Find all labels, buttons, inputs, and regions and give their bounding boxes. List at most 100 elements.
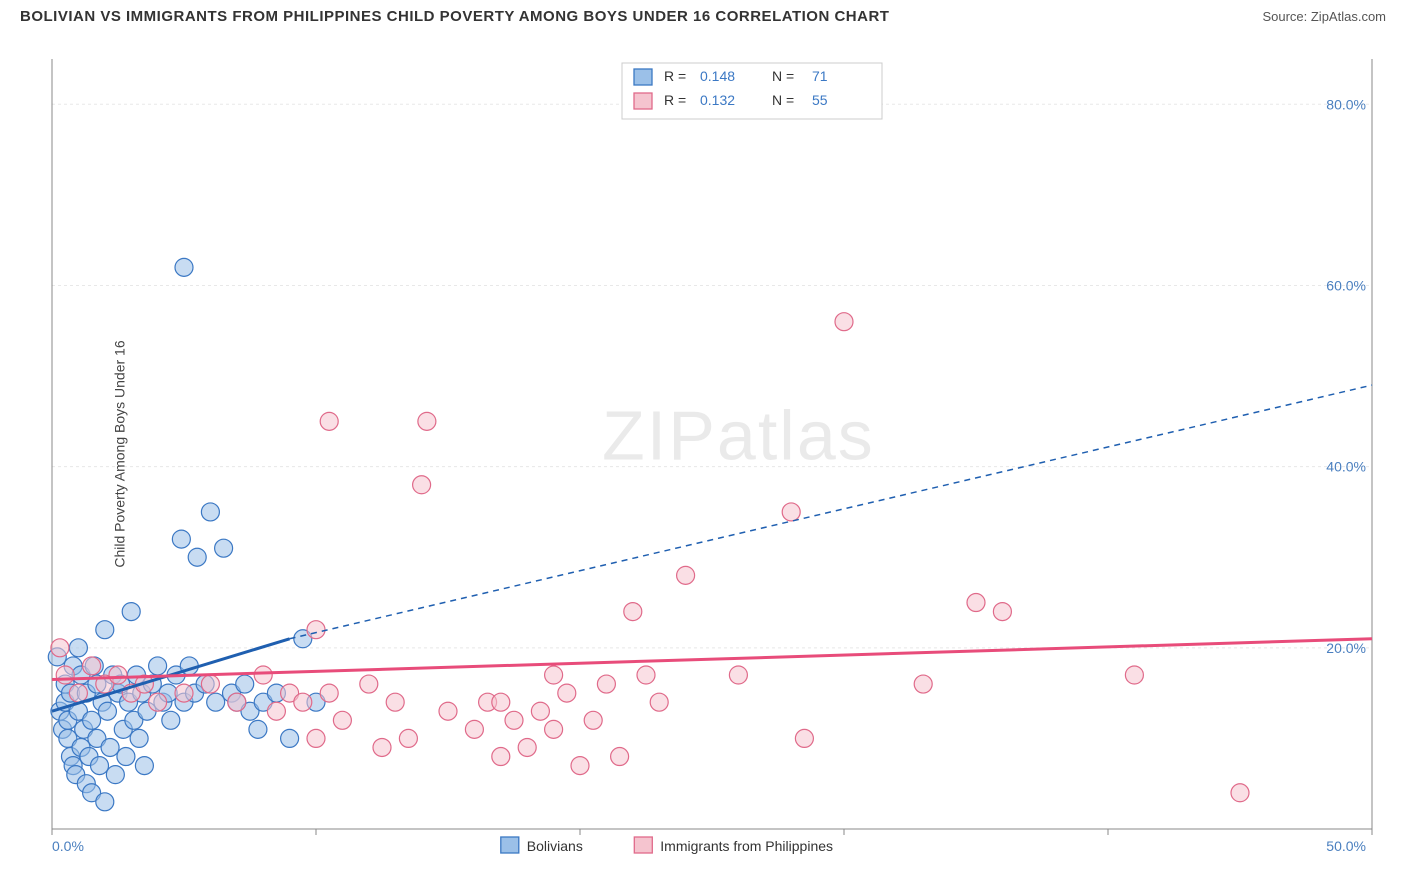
legend-swatch xyxy=(634,93,652,109)
data-point xyxy=(439,702,457,720)
y-tick-label: 80.0% xyxy=(1326,96,1366,112)
legend-n-label: N = xyxy=(772,92,794,108)
legend-swatch xyxy=(634,69,652,85)
data-point xyxy=(101,738,119,756)
data-point xyxy=(106,766,124,784)
watermark: ZIPatlas xyxy=(602,396,875,474)
data-point xyxy=(215,539,233,557)
chart-container: Child Poverty Among Boys Under 16 20.0% 4… xyxy=(0,29,1406,879)
data-point xyxy=(465,720,483,738)
data-point xyxy=(650,693,668,711)
data-point xyxy=(320,684,338,702)
data-point xyxy=(729,666,747,684)
y-tick-label: 40.0% xyxy=(1326,459,1366,475)
data-point xyxy=(83,657,101,675)
data-point xyxy=(386,693,404,711)
x-tick-label: 0.0% xyxy=(52,838,84,854)
data-point xyxy=(175,258,193,276)
data-point xyxy=(531,702,549,720)
data-point xyxy=(624,603,642,621)
y-tick-label: 60.0% xyxy=(1326,277,1366,293)
data-point xyxy=(207,693,225,711)
data-point xyxy=(518,738,536,756)
data-point xyxy=(267,702,285,720)
data-point xyxy=(795,729,813,747)
data-point xyxy=(418,412,436,430)
chart-title: BOLIVIAN VS IMMIGRANTS FROM PHILIPPINES … xyxy=(20,8,889,25)
data-point xyxy=(637,666,655,684)
legend-r-value: 0.148 xyxy=(700,68,735,84)
legend-series-label: Bolivians xyxy=(527,838,583,854)
data-point xyxy=(236,675,254,693)
data-point xyxy=(782,503,800,521)
legend-swatch xyxy=(634,837,652,853)
data-point xyxy=(558,684,576,702)
data-point xyxy=(597,675,615,693)
legend-n-label: N = xyxy=(772,68,794,84)
data-point xyxy=(584,711,602,729)
data-point xyxy=(492,748,510,766)
y-tick-label: 20.0% xyxy=(1326,640,1366,656)
data-point xyxy=(413,476,431,494)
data-point xyxy=(281,729,299,747)
y-axis-label: Child Poverty Among Boys Under 16 xyxy=(112,340,128,567)
data-point xyxy=(175,684,193,702)
data-point xyxy=(307,621,325,639)
data-point xyxy=(51,639,69,657)
data-point xyxy=(611,748,629,766)
data-point xyxy=(135,757,153,775)
data-point xyxy=(835,313,853,331)
data-point xyxy=(571,757,589,775)
data-point xyxy=(307,729,325,747)
data-point xyxy=(492,693,510,711)
data-point xyxy=(914,675,932,693)
legend-r-label: R = xyxy=(664,92,686,108)
legend-r-label: R = xyxy=(664,68,686,84)
data-point xyxy=(96,621,114,639)
data-point xyxy=(1231,784,1249,802)
data-point xyxy=(162,711,180,729)
data-point xyxy=(249,720,267,738)
scatter-chart: 20.0% 40.0% 60.0% 80.0% 0.0% 50.0% ZIPatlas R =… xyxy=(0,29,1406,869)
data-point xyxy=(545,666,563,684)
data-point xyxy=(294,693,312,711)
data-point xyxy=(320,412,338,430)
data-point xyxy=(677,566,695,584)
data-point xyxy=(109,666,127,684)
data-point xyxy=(69,639,87,657)
data-point xyxy=(122,603,140,621)
legend-r-value: 0.132 xyxy=(700,92,735,108)
data-point xyxy=(333,711,351,729)
data-point xyxy=(83,711,101,729)
data-point xyxy=(130,729,148,747)
legend-series-label: Immigrants from Philippines xyxy=(660,838,833,854)
data-point xyxy=(967,594,985,612)
trend-line xyxy=(52,639,1372,680)
data-point xyxy=(254,666,272,684)
data-point xyxy=(96,793,114,811)
source-attribution: Source: ZipAtlas.com xyxy=(1262,9,1386,24)
title-bar: BOLIVIAN VS IMMIGRANTS FROM PHILIPPINES … xyxy=(0,0,1406,29)
data-point xyxy=(1125,666,1143,684)
data-point xyxy=(149,693,167,711)
data-point xyxy=(505,711,523,729)
data-point xyxy=(69,684,87,702)
data-point xyxy=(545,720,563,738)
data-point xyxy=(56,666,74,684)
x-tick-label: 50.0% xyxy=(1326,838,1366,854)
data-point xyxy=(149,657,167,675)
stats-legend xyxy=(622,63,882,119)
legend-swatch xyxy=(501,837,519,853)
data-point xyxy=(228,693,246,711)
data-point xyxy=(373,738,391,756)
data-point xyxy=(172,530,190,548)
data-point xyxy=(201,675,219,693)
data-point xyxy=(993,603,1011,621)
legend-n-value: 55 xyxy=(812,92,828,108)
data-point xyxy=(188,548,206,566)
data-point xyxy=(360,675,378,693)
data-point xyxy=(98,702,116,720)
data-point xyxy=(91,757,109,775)
legend-n-value: 71 xyxy=(812,68,828,84)
data-point xyxy=(201,503,219,521)
